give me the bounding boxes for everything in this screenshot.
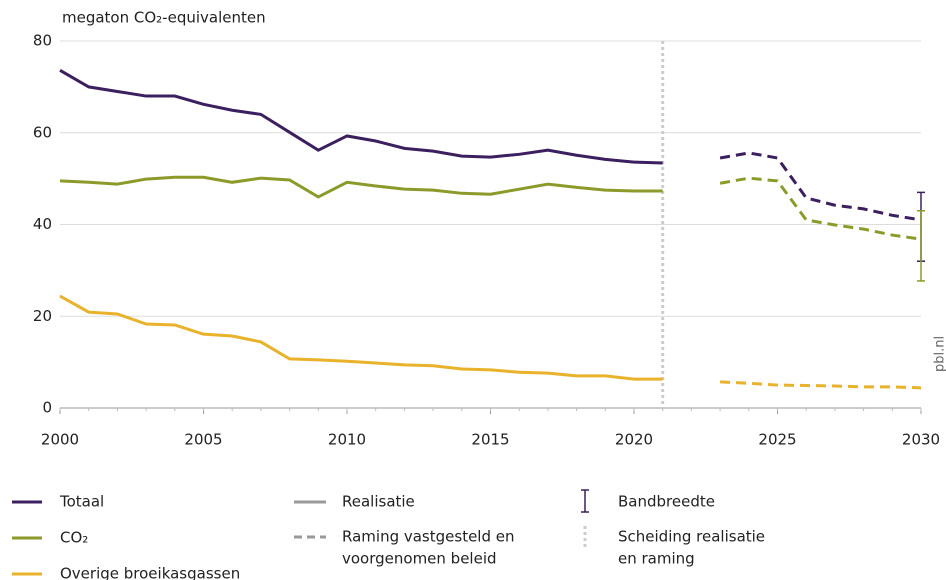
legend-label: Scheiding realisatie — [618, 528, 765, 546]
legend-label: en raming — [618, 550, 695, 568]
y-tick-label: 20 — [33, 307, 52, 325]
source: pbl.nl — [933, 336, 946, 372]
y-tick-label: 40 — [33, 215, 52, 233]
y-tick-label: 80 — [33, 32, 52, 50]
x-tick-label: 2015 — [471, 431, 509, 449]
legend-label: Overige broeikasgassen — [60, 565, 240, 580]
y-tick-label: 0 — [42, 399, 52, 417]
x-tick-label: 2020 — [615, 431, 653, 449]
legend-label: Realisatie — [342, 493, 415, 511]
y-axis-label: megaton CO₂-equivalenten — [62, 9, 266, 27]
realisation-line — [59, 69, 663, 165]
projection-line — [720, 380, 922, 390]
y-tick-label: 60 — [33, 123, 52, 141]
legend-label: CO₂ — [60, 529, 88, 547]
legend-label: Totaal — [59, 493, 104, 511]
realisation-line — [59, 175, 663, 199]
legend-label: Bandbreedte — [618, 493, 715, 511]
realisation-line — [59, 294, 663, 381]
legend-label: voorgenomen beleid — [342, 550, 497, 568]
x-tick-label: 2000 — [41, 431, 79, 449]
legend-label: Raming vastgesteld en — [342, 528, 515, 546]
x-tick-label: 2005 — [184, 431, 222, 449]
x-tick-label: 2010 — [328, 431, 366, 449]
x-tick-label: 2030 — [902, 431, 940, 449]
projection-line — [719, 176, 922, 241]
projection-line — [719, 151, 922, 222]
x-tick-label: 2025 — [758, 431, 796, 449]
